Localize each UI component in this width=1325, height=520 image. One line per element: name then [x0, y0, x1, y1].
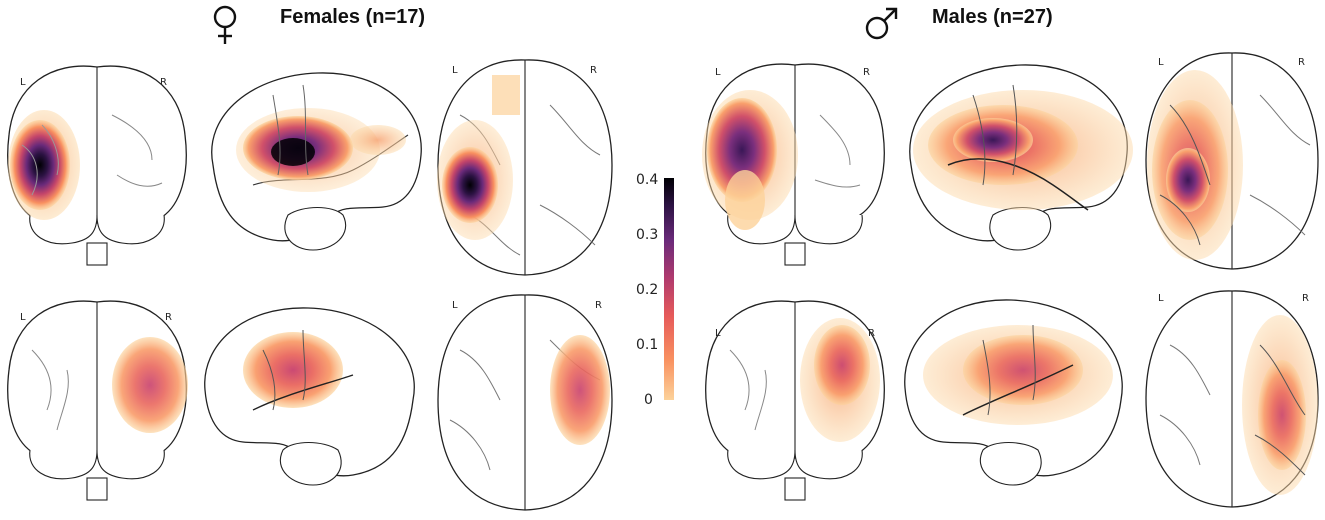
hemisphere-label-left: L	[1158, 57, 1164, 68]
females-header: Females (n=17)	[210, 0, 470, 50]
hemisphere-label-right: R	[868, 328, 875, 339]
hemisphere-label-left: L	[1158, 293, 1164, 304]
colorbar-tick: 0	[644, 392, 653, 408]
hemisphere-label-right: R	[1298, 57, 1305, 68]
hemisphere-label-left: L	[452, 65, 458, 76]
female-symbol-icon	[213, 5, 237, 44]
female-lh-axial-view: L R	[430, 55, 620, 280]
male-rh-axial-view: L R	[1140, 285, 1325, 515]
males-header: Males (n=27)	[862, 0, 1122, 50]
female-lh-sagittal-view	[193, 55, 433, 270]
colorbar: 0.4 0.3 0.2 0.1 0	[636, 172, 676, 408]
male-rh-sagittal-view	[893, 290, 1138, 505]
female-rh-axial-view: L R	[430, 290, 620, 515]
hemisphere-label-right: R	[595, 300, 602, 311]
colorbar-tick: 0.2	[636, 282, 659, 298]
hemisphere-label-left: L	[715, 328, 721, 339]
hemisphere-label-left: L	[20, 77, 26, 88]
male-rh-coronal-view: L R	[700, 290, 890, 505]
male-symbol-icon	[865, 7, 898, 40]
hemisphere-label-left: L	[452, 300, 458, 311]
colorbar-gradient	[664, 178, 674, 400]
colorbar-tick: 0.1	[636, 337, 659, 353]
female-rh-coronal-view: L R	[2, 290, 192, 505]
colorbar-tick: 0.3	[636, 227, 659, 243]
hemisphere-label-right: R	[165, 312, 172, 323]
hemisphere-label-left: L	[715, 67, 721, 78]
female-lh-coronal-view: L R	[2, 55, 192, 270]
hemisphere-label-left: L	[20, 312, 26, 323]
male-lh-axial-view: L R	[1140, 45, 1325, 275]
females-title: Females (n=17)	[280, 6, 426, 28]
hemisphere-label-right: R	[1302, 293, 1309, 304]
male-lh-sagittal-view	[893, 55, 1138, 270]
male-lh-coronal-view: L R	[700, 55, 890, 270]
hemisphere-label-right: R	[160, 77, 167, 88]
colorbar-tick: 0.4	[636, 172, 659, 188]
males-title: Males (n=27)	[932, 6, 1053, 28]
hemisphere-label-right: R	[863, 67, 870, 78]
hemisphere-label-right: R	[590, 65, 597, 76]
female-rh-sagittal-view	[193, 290, 433, 505]
